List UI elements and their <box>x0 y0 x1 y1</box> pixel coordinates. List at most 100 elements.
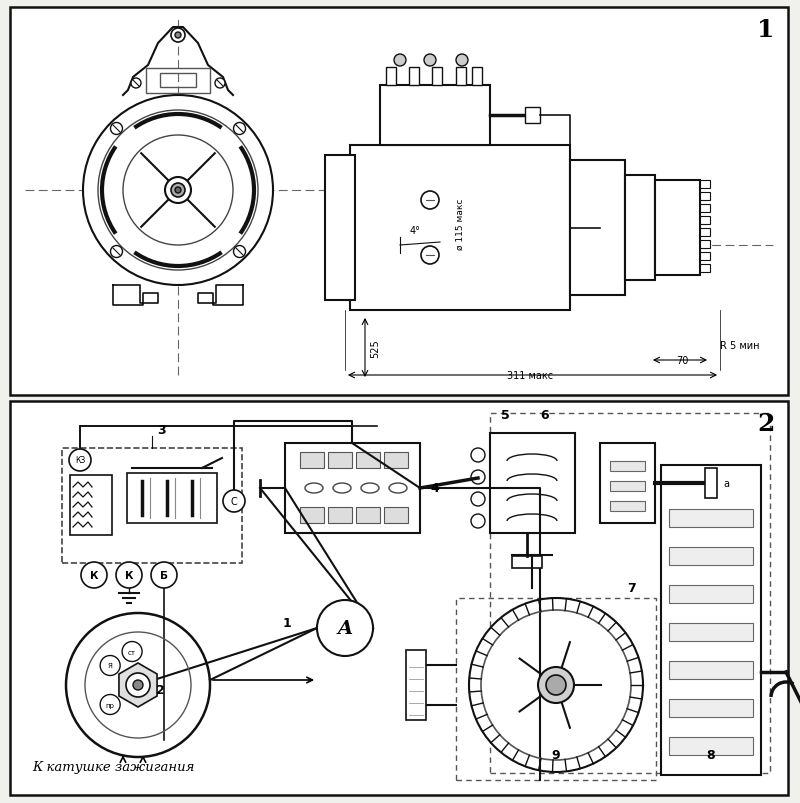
Bar <box>700 265 710 273</box>
Bar <box>625 176 655 281</box>
Circle shape <box>151 562 177 589</box>
Circle shape <box>471 471 485 484</box>
Text: 311 макс: 311 макс <box>507 370 553 381</box>
Bar <box>356 452 380 468</box>
Circle shape <box>234 124 246 136</box>
Ellipse shape <box>389 483 407 493</box>
Bar <box>384 507 408 524</box>
Text: 3: 3 <box>158 424 166 437</box>
Text: ø 115 макс: ø 115 макс <box>455 198 465 250</box>
Bar <box>700 229 710 237</box>
Circle shape <box>175 188 181 194</box>
Circle shape <box>83 96 273 286</box>
Bar <box>10 402 788 795</box>
Bar <box>328 507 352 524</box>
Bar <box>669 623 753 642</box>
Text: К: К <box>125 570 134 581</box>
Bar <box>669 737 753 755</box>
Text: 5: 5 <box>501 409 510 422</box>
Bar <box>70 475 112 536</box>
Circle shape <box>175 33 181 39</box>
Circle shape <box>126 673 150 697</box>
Text: 70: 70 <box>676 356 688 365</box>
Bar <box>669 585 753 603</box>
Circle shape <box>471 492 485 507</box>
Bar <box>610 462 645 471</box>
Circle shape <box>421 247 439 265</box>
Circle shape <box>131 79 141 89</box>
Text: 525: 525 <box>370 339 380 358</box>
Bar <box>705 468 717 499</box>
Text: 8: 8 <box>706 748 715 761</box>
Bar <box>700 193 710 201</box>
Circle shape <box>223 491 245 512</box>
Circle shape <box>538 667 574 703</box>
Bar <box>700 241 710 249</box>
Text: 2: 2 <box>156 683 165 697</box>
Text: 9: 9 <box>552 748 560 761</box>
Bar <box>525 108 540 124</box>
Text: 7: 7 <box>628 582 636 595</box>
Bar <box>700 205 710 213</box>
Circle shape <box>546 675 566 695</box>
Circle shape <box>69 450 91 471</box>
Bar <box>512 556 542 569</box>
Bar <box>600 443 655 524</box>
Bar <box>285 443 420 533</box>
Text: Б: Б <box>160 570 168 581</box>
Circle shape <box>66 613 210 757</box>
Bar <box>10 8 788 396</box>
Circle shape <box>421 192 439 210</box>
Text: 4: 4 <box>430 482 439 495</box>
Bar <box>325 156 355 300</box>
Ellipse shape <box>305 483 323 493</box>
Bar <box>669 699 753 717</box>
Bar <box>127 474 217 524</box>
Bar <box>700 217 710 225</box>
Circle shape <box>469 598 643 772</box>
Bar <box>406 650 426 720</box>
Circle shape <box>100 656 120 675</box>
Text: 2: 2 <box>758 411 774 435</box>
Bar <box>300 452 324 468</box>
Bar <box>456 598 656 780</box>
Circle shape <box>171 184 185 198</box>
Polygon shape <box>119 663 157 707</box>
Text: 1: 1 <box>282 617 291 630</box>
Circle shape <box>471 448 485 463</box>
Bar <box>655 181 700 275</box>
Circle shape <box>394 55 406 67</box>
Bar <box>380 86 490 146</box>
Circle shape <box>471 515 485 528</box>
Bar <box>328 452 352 468</box>
Circle shape <box>122 642 142 662</box>
Text: К катушке зажигания: К катушке зажигания <box>32 760 194 773</box>
Bar <box>356 507 380 524</box>
Text: С: С <box>230 496 238 507</box>
Text: R 5 мин: R 5 мин <box>720 340 759 351</box>
Text: A: A <box>338 619 353 638</box>
Bar <box>432 68 442 86</box>
Ellipse shape <box>361 483 379 493</box>
Bar <box>570 161 625 296</box>
Bar <box>669 548 753 565</box>
Circle shape <box>110 124 122 136</box>
Circle shape <box>116 562 142 589</box>
Text: 1: 1 <box>758 18 774 42</box>
Text: ст: ст <box>128 649 136 654</box>
Bar <box>146 69 210 94</box>
Bar <box>490 434 575 533</box>
Circle shape <box>456 55 468 67</box>
Text: пр: пр <box>106 702 114 707</box>
Circle shape <box>110 247 122 259</box>
Circle shape <box>317 601 373 656</box>
Bar <box>669 661 753 679</box>
Text: 6: 6 <box>541 409 550 422</box>
Text: К: К <box>90 570 98 581</box>
Bar <box>490 414 770 773</box>
Circle shape <box>165 177 191 204</box>
Bar <box>350 146 570 311</box>
Text: a: a <box>723 479 729 488</box>
Circle shape <box>234 247 246 259</box>
Bar <box>669 509 753 528</box>
